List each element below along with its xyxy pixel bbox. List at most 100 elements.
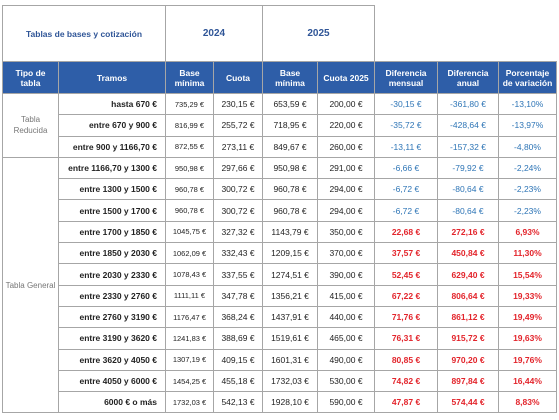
- value-cell: 19,76%: [498, 348, 557, 371]
- value-cell: -13,11 €: [374, 135, 438, 158]
- value-cell: 255,72 €: [213, 114, 263, 137]
- value-cell: -361,80 €: [437, 92, 499, 116]
- value-cell: 297,66 €: [213, 156, 263, 180]
- value-cell: 1274,51 €: [262, 263, 318, 286]
- value-cell: 1111,11 €: [165, 284, 214, 307]
- value-cell: 455,18 €: [213, 369, 263, 393]
- value-cell: -79,92 €: [437, 156, 499, 180]
- column-header: Base mínima: [165, 61, 214, 94]
- data-row: entre 1850 y 2030 €1062,09 €332,43 €1209…: [3, 242, 557, 265]
- value-cell: 590,00 €: [317, 391, 375, 414]
- value-cell: 970,20 €: [437, 348, 499, 371]
- value-cell: 1209,15 €: [262, 242, 318, 265]
- value-cell: -13,97%: [498, 114, 557, 137]
- bracket-label: entre 3190 y 3620 €: [58, 327, 166, 350]
- value-cell: 542,13 €: [213, 391, 263, 414]
- value-cell: 15,54%: [498, 263, 557, 286]
- column-header: Tipo de tabla: [2, 61, 59, 94]
- value-cell: 806,64 €: [437, 284, 499, 307]
- value-cell: 861,12 €: [437, 305, 499, 329]
- value-cell: 300,72 €: [213, 199, 263, 222]
- column-header: Cuota: [213, 61, 263, 94]
- value-cell: 653,59 €: [262, 92, 318, 116]
- blank-cell: [374, 5, 557, 62]
- value-cell: 47,87 €: [374, 391, 438, 414]
- value-cell: 440,00 €: [317, 305, 375, 329]
- value-cell: 273,11 €: [213, 135, 263, 158]
- value-cell: 11,30%: [498, 242, 557, 265]
- value-cell: -157,32 €: [437, 135, 499, 158]
- value-cell: 347,78 €: [213, 284, 263, 307]
- value-cell: 735,29 €: [165, 92, 214, 116]
- value-cell: 950,98 €: [262, 156, 318, 180]
- value-cell: 230,15 €: [213, 92, 263, 116]
- value-cell: 300,72 €: [213, 178, 263, 201]
- data-row: entre 2760 y 3190 €1176,47 €368,24 €1437…: [3, 305, 557, 329]
- value-cell: 388,69 €: [213, 327, 263, 350]
- value-cell: 19,49%: [498, 305, 557, 329]
- value-cell: 530,00 €: [317, 369, 375, 393]
- column-header: Base mínima: [262, 61, 318, 94]
- value-cell: 1078,43 €: [165, 263, 214, 286]
- value-cell: 368,24 €: [213, 305, 263, 329]
- value-cell: 872,55 €: [165, 135, 214, 158]
- column-header: Cuota 2025: [317, 61, 375, 94]
- value-cell: 272,16 €: [437, 220, 499, 244]
- data-row: entre 3620 y 4050 €1307,19 €409,15 €1601…: [3, 348, 557, 371]
- value-cell: 816,99 €: [165, 114, 214, 137]
- value-cell: -2,24%: [498, 156, 557, 180]
- bracket-label: entre 3620 y 4050 €: [58, 348, 166, 371]
- data-row: Tabla General entre 1166,70 y 1300 €950,9…: [2, 156, 557, 414]
- value-cell: 327,32 €: [213, 220, 263, 244]
- value-cell: 1356,21 €: [262, 284, 318, 307]
- value-cell: -80,64 €: [437, 178, 499, 201]
- value-cell: 465,00 €: [317, 327, 375, 350]
- value-cell: 450,84 €: [437, 242, 499, 265]
- bracket-label: entre 4050 y 6000 €: [58, 369, 166, 393]
- value-cell: 960,78 €: [165, 199, 214, 222]
- value-cell: 1437,91 €: [262, 305, 318, 329]
- data-row: entre 670 y 900 €816,99 €255,72 €718,95 …: [3, 114, 557, 137]
- value-cell: 1241,83 €: [165, 327, 214, 350]
- value-cell: 1045,75 €: [165, 220, 214, 244]
- value-cell: -30,15 €: [374, 92, 438, 116]
- year-header: 2024: [165, 5, 263, 62]
- bracket-label: entre 2760 y 3190 €: [58, 305, 166, 329]
- value-cell: 574,44 €: [437, 391, 499, 414]
- bracket-label: 6000 € o más: [58, 391, 166, 414]
- value-cell: 960,78 €: [262, 199, 318, 222]
- value-cell: 1062,09 €: [165, 242, 214, 265]
- value-cell: 1143,79 €: [262, 220, 318, 244]
- year-header: 2025: [262, 5, 375, 62]
- data-row: entre 2030 y 2330 €1078,43 €337,55 €1274…: [3, 263, 557, 286]
- data-row: entre 2330 y 2760 €1111,11 €347,78 €1356…: [3, 284, 557, 307]
- value-cell: 80,85 €: [374, 348, 438, 371]
- data-row: entre 900 y 1166,70 €872,55 €273,11 €849…: [3, 135, 557, 158]
- value-cell: -80,64 €: [437, 199, 499, 222]
- value-cell: 67,22 €: [374, 284, 438, 307]
- value-cell: 915,72 €: [437, 327, 499, 350]
- bracket-label: entre 2330 y 2760 €: [58, 284, 166, 307]
- value-cell: 1601,31 €: [262, 348, 318, 371]
- value-cell: 370,00 €: [317, 242, 375, 265]
- bracket-label: entre 900 y 1166,70 €: [58, 135, 166, 158]
- column-header: Diferencia mensual: [374, 61, 438, 94]
- data-row: entre 1300 y 1500 €960,78 €300,72 €960,7…: [3, 178, 557, 201]
- bracket-label: hasta 670 €: [58, 92, 166, 116]
- group-label: Tabla General: [2, 156, 59, 414]
- value-cell: 22,68 €: [374, 220, 438, 244]
- table-title: Tablas de bases y cotización: [2, 5, 166, 62]
- value-cell: -2,23%: [498, 199, 557, 222]
- value-cell: 960,78 €: [165, 178, 214, 201]
- value-cell: 337,55 €: [213, 263, 263, 286]
- value-cell: -2,23%: [498, 178, 557, 201]
- bracket-label: entre 670 y 900 €: [58, 114, 166, 137]
- value-cell: 8,83%: [498, 391, 557, 414]
- value-cell: -428,64 €: [437, 114, 499, 137]
- value-cell: 960,78 €: [262, 178, 318, 201]
- data-row: entre 4050 y 6000 €1454,25 €455,18 €1732…: [3, 369, 557, 393]
- data-row: 6000 € o más 1732,03 €542,13 €1928,10 €59…: [3, 391, 557, 414]
- value-cell: 220,00 €: [317, 114, 375, 137]
- column-header: Tramos: [58, 61, 166, 94]
